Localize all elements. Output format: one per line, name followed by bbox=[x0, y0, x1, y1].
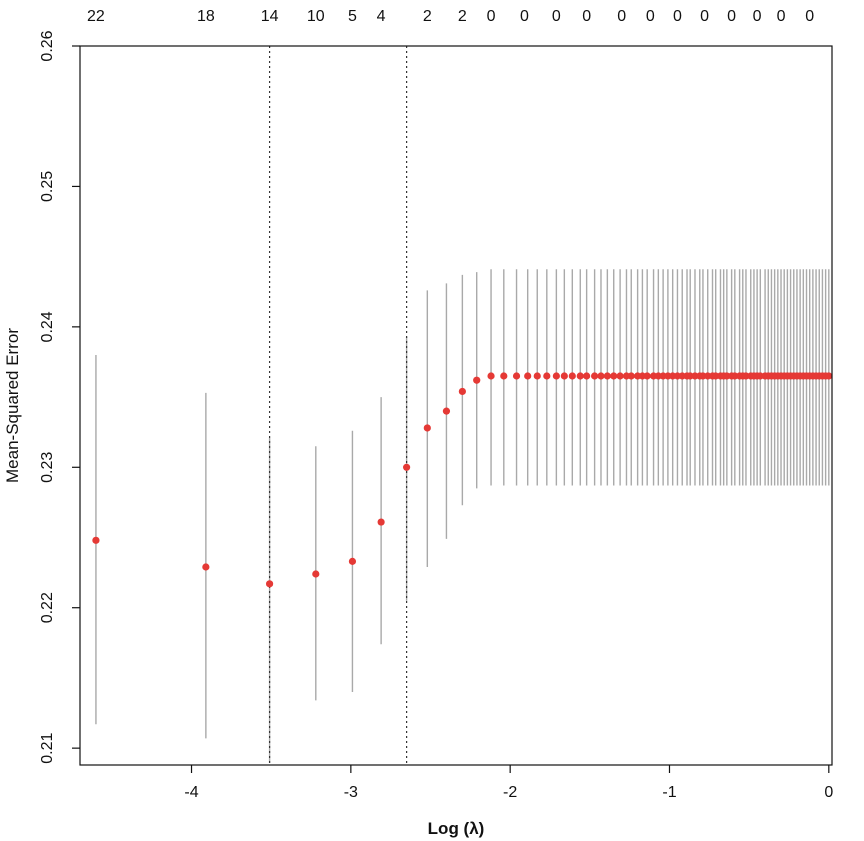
plot-frame bbox=[79, 45, 833, 766]
data-point bbox=[312, 570, 320, 578]
top-axis-label: 2 bbox=[423, 8, 432, 25]
data-point bbox=[442, 407, 451, 415]
top-axis-label: 2 bbox=[458, 8, 467, 25]
top-axis-label: 0 bbox=[487, 8, 496, 25]
data-point bbox=[603, 372, 611, 380]
data-point bbox=[500, 372, 508, 380]
data-point bbox=[616, 372, 624, 380]
x-tick-label: -1 bbox=[662, 784, 676, 801]
data-point bbox=[265, 580, 274, 588]
y-tick-label: 0.24 bbox=[39, 311, 56, 342]
top-axis-label: 0 bbox=[777, 8, 786, 25]
x-tick-label: 0 bbox=[824, 784, 833, 801]
data-point bbox=[423, 424, 431, 432]
top-axis-label: 4 bbox=[377, 8, 386, 25]
data-point bbox=[597, 372, 605, 380]
y-axis-ticks: 0.21 0.22 0.23 0.24 0.25 0.26 bbox=[39, 30, 80, 764]
data-point bbox=[552, 372, 560, 380]
top-axis-label: 0 bbox=[673, 8, 682, 25]
data-point bbox=[591, 372, 599, 380]
data-point bbox=[348, 557, 357, 565]
data-point bbox=[92, 536, 100, 544]
y-tick-label: 0.25 bbox=[39, 171, 56, 202]
top-axis-label: 5 bbox=[348, 8, 357, 25]
data-point bbox=[377, 518, 385, 526]
top-axis-label: 0 bbox=[700, 8, 709, 25]
top-axis-label: 0 bbox=[520, 8, 529, 25]
top-axis-label: 0 bbox=[582, 8, 591, 25]
top-axis-label: 0 bbox=[753, 8, 762, 25]
data-point bbox=[560, 372, 568, 380]
data-point bbox=[487, 372, 495, 380]
top-axis-label: 18 bbox=[197, 8, 215, 25]
data-point bbox=[458, 387, 466, 396]
data-point bbox=[568, 372, 576, 380]
data-point bbox=[627, 372, 635, 380]
data-point bbox=[543, 372, 551, 380]
data-point bbox=[512, 372, 521, 380]
top-axis-label: 0 bbox=[617, 8, 626, 25]
data-point bbox=[643, 372, 651, 380]
data-point bbox=[610, 372, 618, 380]
reference-lines bbox=[268, 46, 408, 765]
y-axis-title: Mean-Squared Error bbox=[3, 328, 22, 483]
x-tick-label: -4 bbox=[184, 784, 198, 801]
data-point bbox=[473, 376, 481, 384]
y-tick-label: 0.26 bbox=[39, 30, 56, 61]
y-tick-label: 0.21 bbox=[39, 732, 56, 763]
error-bars bbox=[95, 269, 830, 763]
top-axis-label: 0 bbox=[646, 8, 655, 25]
data-point bbox=[524, 372, 532, 380]
data-point bbox=[583, 372, 591, 380]
y-tick-label: 0.22 bbox=[39, 592, 56, 623]
top-axis-label: 0 bbox=[805, 8, 814, 25]
x-axis-ticks: -4 -3 -2 -1 0 bbox=[184, 765, 833, 801]
data-point bbox=[825, 372, 833, 380]
top-axis-label: 14 bbox=[261, 8, 279, 25]
y-tick-label: 0.23 bbox=[39, 452, 56, 483]
top-axis-label: 10 bbox=[307, 8, 325, 25]
top-axis-label: 22 bbox=[87, 8, 105, 25]
x-axis-title: Log (λ) bbox=[428, 819, 485, 838]
data-points bbox=[92, 372, 833, 588]
x-tick-label: -3 bbox=[344, 784, 358, 801]
data-point bbox=[202, 563, 210, 571]
x-tick-label: -2 bbox=[503, 784, 517, 801]
data-point bbox=[533, 372, 541, 380]
top-axis-label: 0 bbox=[727, 8, 736, 25]
top-axis-label: 0 bbox=[552, 8, 561, 25]
data-point bbox=[403, 463, 411, 471]
top-axis-labels: 22 18 14 10 5 4 2 2 0 0 0 0 0 0 0 0 0 0 0 0 bbox=[87, 8, 814, 25]
data-point bbox=[576, 372, 584, 380]
